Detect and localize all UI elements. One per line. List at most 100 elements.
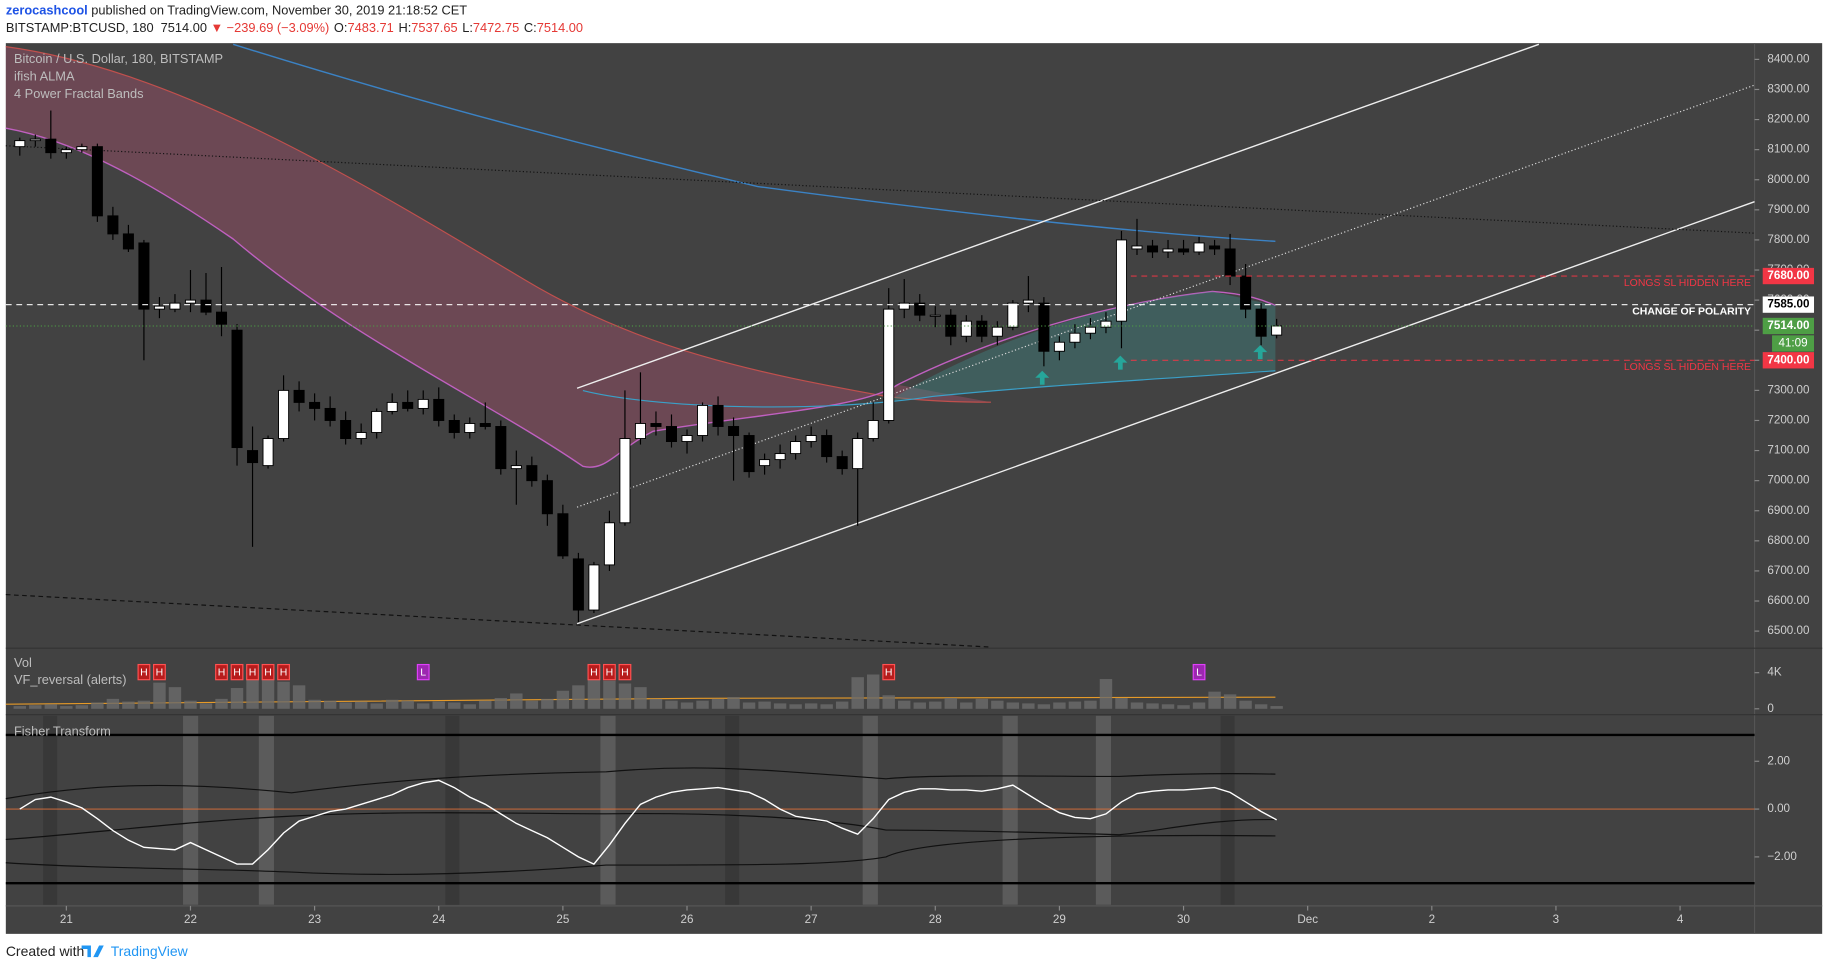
alert-marker	[153, 663, 166, 681]
alert-label: H	[590, 667, 598, 678]
candle-body	[743, 435, 755, 473]
candle-body	[464, 423, 476, 433]
candle-body	[169, 302, 181, 310]
candle-body	[1007, 302, 1019, 328]
y-tick-label: 0.00	[1767, 802, 1790, 815]
candle-body	[1084, 326, 1096, 334]
volume-bar	[882, 695, 895, 709]
alert-marker	[277, 663, 290, 681]
candle-body	[45, 138, 57, 154]
candle-body	[1131, 245, 1143, 250]
candle-body	[184, 299, 196, 304]
candle-body	[262, 438, 274, 467]
candle-body	[1271, 325, 1283, 336]
volume-bar	[354, 701, 368, 709]
alert-marker	[416, 663, 430, 681]
indicator-title: 4 Power Fractal Bands	[14, 86, 144, 101]
volume-bar	[742, 702, 756, 709]
alert-marker	[230, 663, 244, 681]
alert-label: H	[249, 667, 257, 678]
price-tag-label: 7514.00	[1767, 319, 1809, 332]
candle-body	[1178, 248, 1190, 253]
volume-bar	[960, 702, 973, 709]
lower-band	[886, 291, 1276, 403]
volume-bar	[727, 697, 740, 709]
ohlc-label: C:	[524, 21, 537, 36]
alert-label: H	[621, 667, 629, 678]
candle-body	[929, 314, 941, 317]
candle-body	[1193, 242, 1205, 253]
alert-marker	[882, 663, 896, 681]
candle-body	[216, 311, 228, 325]
candle-body	[153, 305, 165, 310]
volume-bar	[91, 702, 104, 709]
candle-body	[278, 389, 290, 439]
alert-marker	[603, 663, 616, 681]
x-tick-label: 22	[184, 913, 197, 926]
quote-line: BITSTAMP:BTCUSD, 180 7514.00 ▼ −239.69 (−3.…	[6, 21, 583, 36]
pane-title: Bitcoin / U.S. Dollar, 180, BITSTAMP	[14, 51, 223, 66]
stripe	[862, 715, 878, 905]
alert-marker	[215, 663, 228, 681]
candle-body	[960, 320, 972, 337]
countdown: 41:09	[1778, 337, 1807, 350]
candle-body	[572, 558, 584, 611]
y-tick-label: −2.00	[1767, 850, 1797, 863]
volume-bar	[835, 701, 849, 709]
volume-bar	[758, 701, 771, 709]
candle-body	[728, 426, 740, 436]
volume-bar	[572, 685, 585, 709]
volume-bar	[479, 700, 492, 709]
header-line: zerocashcool published on TradingView.co…	[6, 3, 467, 18]
candle-body	[76, 146, 88, 151]
volume-bar	[401, 700, 414, 709]
candle-body	[1069, 332, 1081, 343]
price-tag-label: 7400.00	[1767, 353, 1809, 366]
candle-body	[479, 423, 491, 427]
alert-marker	[618, 663, 632, 681]
candle-body	[1022, 299, 1034, 304]
candle-body	[852, 438, 864, 470]
volume-bar	[13, 706, 27, 709]
candle-body	[1224, 248, 1236, 277]
y-tick-label: 7800.00	[1767, 233, 1810, 246]
stripe	[1220, 715, 1235, 905]
candle-body	[231, 329, 243, 449]
y-tick-label: 6800.00	[1767, 534, 1810, 547]
volume-bar	[1239, 700, 1252, 709]
volume-bar	[184, 700, 197, 709]
alert-marker	[137, 663, 151, 681]
candle-body	[60, 149, 72, 154]
volume-bar	[230, 688, 244, 709]
candle-body	[138, 242, 150, 310]
volume-bar	[44, 704, 58, 709]
volume-bar	[292, 685, 306, 709]
drawings	[5, 43, 1755, 648]
price-tag	[1762, 296, 1815, 313]
y-tick-label: 8000.00	[1767, 173, 1810, 186]
alert-label: L	[1196, 667, 1202, 678]
candle-body	[1115, 239, 1127, 322]
y-tick-label: 6600.00	[1767, 594, 1810, 607]
author: zerocashcool	[6, 3, 88, 18]
candle-body	[402, 401, 414, 409]
candle-body	[107, 215, 119, 235]
volume-bar	[432, 701, 445, 709]
volume-bar	[215, 698, 228, 709]
candle-body	[355, 432, 367, 439]
volume-bar	[975, 698, 989, 709]
candle-body	[433, 398, 445, 421]
volume-bar	[1115, 697, 1128, 709]
volume-bar	[556, 690, 570, 709]
candle-body	[805, 435, 817, 443]
candle-body	[324, 407, 336, 421]
volume-bar	[820, 704, 833, 709]
candle-body	[247, 450, 259, 464]
footer-brand[interactable]: TradingView	[111, 943, 189, 959]
volume-bar	[618, 683, 632, 709]
channel-line	[576, 201, 1755, 625]
stripe	[600, 715, 616, 905]
candle-body	[697, 404, 709, 436]
